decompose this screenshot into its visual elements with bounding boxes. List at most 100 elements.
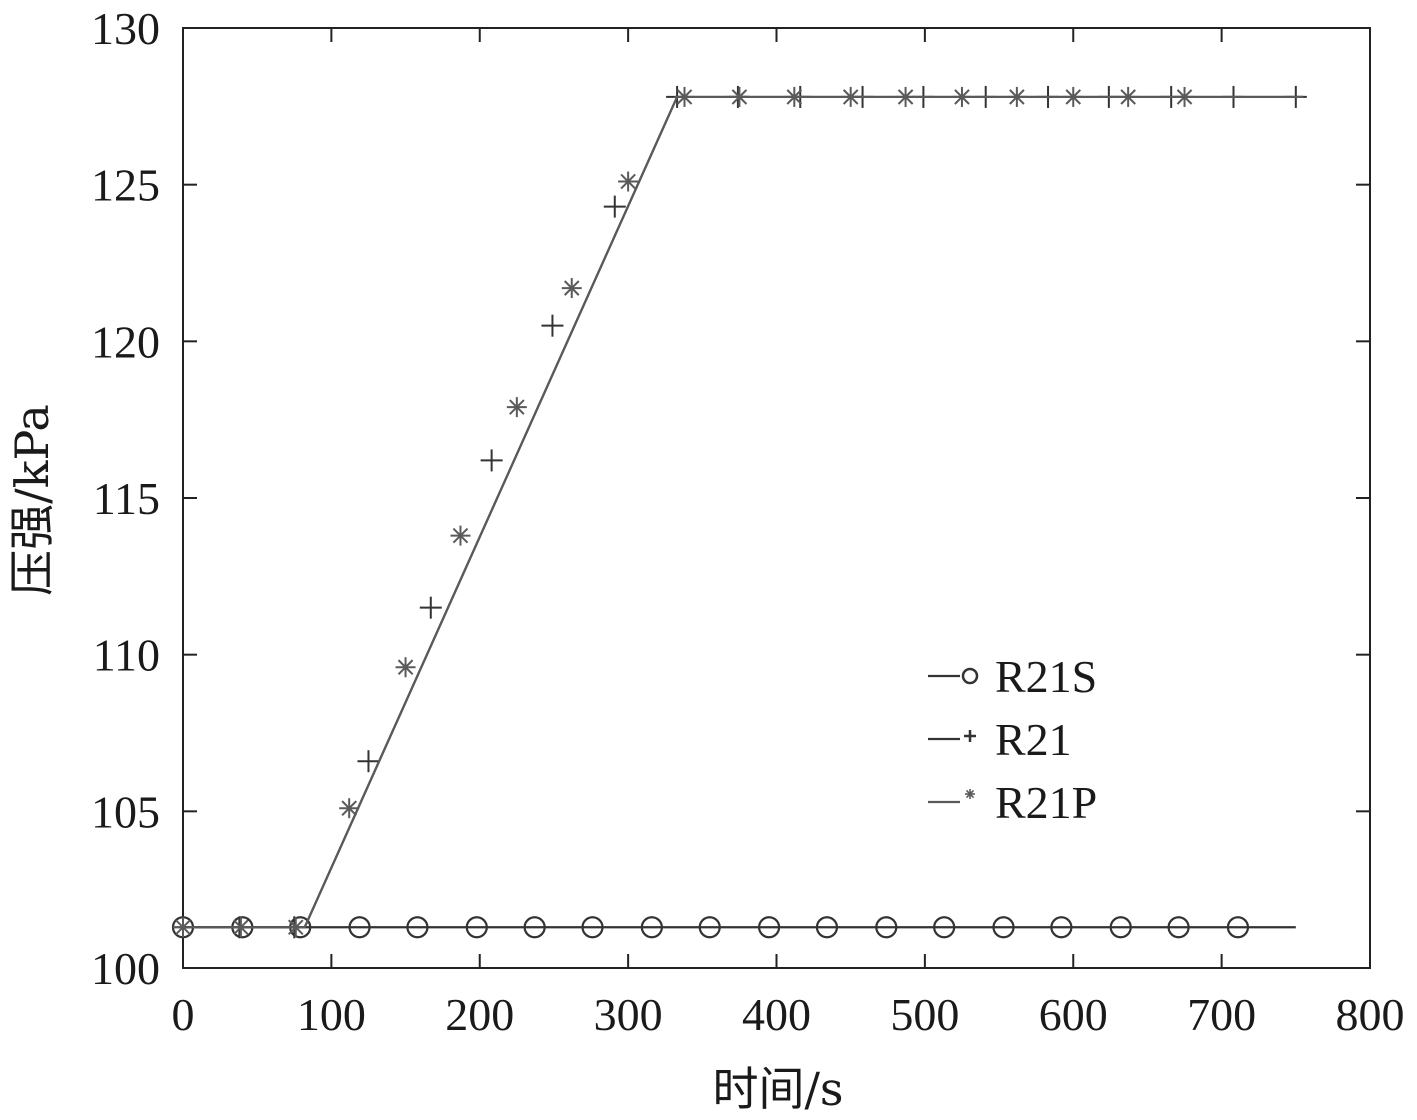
- data-point-r21s: [1226, 916, 1250, 939]
- legend-item-r21s: R21S: [928, 651, 1097, 702]
- data-point-r21p: [506, 397, 527, 418]
- circle-marker-shape: [933, 916, 956, 939]
- asterisk-marker-d2: [509, 399, 525, 415]
- legend: R21S R21 R21P: [928, 651, 1097, 828]
- asterisk-marker-d2: [1065, 89, 1082, 105]
- asterisk-marker-d2: [397, 659, 414, 675]
- data-series: [171, 85, 1307, 939]
- x-tick-label: 100: [297, 989, 366, 1040]
- data-point-r21p: [840, 86, 861, 107]
- data-point-r21p: [1063, 86, 1084, 107]
- series-r21: [172, 85, 1307, 939]
- data-point-r21p: [285, 917, 306, 938]
- y-tick-label: 110: [93, 630, 160, 681]
- axis-tick-labels: 0 100 200 300 400 500 600 700 800100105110115120…: [91, 3, 1405, 1040]
- data-point-r21s: [757, 916, 781, 939]
- data-point-r21s: [875, 916, 898, 939]
- data-point-r21p: [561, 278, 582, 299]
- data-point-r21p: [729, 86, 750, 107]
- asterisk-marker-d2: [1176, 89, 1193, 105]
- x-tick-label: 0: [172, 989, 195, 1040]
- data-point-r21: [603, 195, 626, 218]
- circle-marker-shape: [1226, 916, 1250, 939]
- data-point-r21: [480, 449, 503, 472]
- asterisk-marker-d2: [842, 89, 859, 105]
- data-point-r21p: [395, 657, 416, 678]
- x-tick-label: 200: [445, 989, 514, 1040]
- circle-marker-shape: [875, 916, 898, 939]
- asterisk-marker-d2: [786, 89, 803, 105]
- x-tick-label: 800: [1336, 989, 1405, 1040]
- asterisk-marker-d2: [954, 89, 970, 105]
- x-tick-label: 600: [1039, 989, 1108, 1040]
- legend-label-r21: R21: [995, 714, 1072, 765]
- asterisk-marker-d2: [676, 89, 693, 105]
- y-axis-title: 压强/kPa: [5, 404, 59, 596]
- series-line-r21p: [183, 95, 1304, 929]
- x-tick-label: 400: [742, 989, 811, 1040]
- asterisk-marker-d2: [233, 919, 249, 936]
- asterisk-marker-d2: [175, 919, 191, 936]
- y-tick-label: 105: [91, 786, 160, 837]
- asterisk-marker-d2: [620, 173, 636, 190]
- series-r21s: [171, 916, 1296, 939]
- legend-item-r21: R21: [928, 714, 1072, 765]
- circle-marker-shape: [406, 916, 429, 939]
- data-point-r21s: [992, 916, 1015, 939]
- data-point-r21: [419, 596, 442, 619]
- circle-marker-shape: [698, 916, 721, 939]
- data-point-r21s: [1050, 916, 1073, 939]
- legend-asterisk-icon-d2: [965, 789, 975, 799]
- circle-marker-shape: [523, 916, 546, 939]
- data-point-r21s: [581, 916, 604, 939]
- data-point-r21s: [933, 916, 956, 939]
- circle-marker-shape: [757, 916, 781, 939]
- data-point-r21p: [618, 171, 639, 192]
- asterisk-marker-d2: [1120, 89, 1136, 105]
- data-point-r21s: [523, 916, 546, 939]
- circle-marker-shape: [465, 916, 488, 939]
- data-point-r21p: [339, 798, 360, 819]
- x-axis-title: 时间/s: [712, 1062, 843, 1116]
- plot-frame: [182, 27, 1371, 969]
- circle-marker-shape: [815, 916, 839, 939]
- legend-label-r21s: R21S: [995, 651, 1097, 702]
- y-tick-label: 115: [93, 473, 160, 524]
- asterisk-marker-d2: [563, 280, 580, 296]
- y-tick-label: 130: [91, 3, 160, 54]
- data-point-r21s: [698, 916, 721, 939]
- legend-label-r21p: R21P: [995, 777, 1097, 828]
- data-point-r21p: [1006, 86, 1027, 107]
- asterisk-marker-d2: [731, 89, 748, 105]
- data-point-r21: [541, 314, 564, 337]
- circle-marker-shape: [992, 916, 1015, 939]
- circle-marker-shape: [1109, 916, 1132, 939]
- x-tick-label: 500: [890, 989, 959, 1040]
- data-point-r21s: [1167, 916, 1190, 939]
- legend-circle-icon: [961, 667, 979, 685]
- data-point-r21p: [173, 917, 193, 938]
- data-point-r21p: [1174, 86, 1195, 107]
- y-tick-label: 120: [91, 316, 160, 367]
- circle-marker-shape: [1050, 916, 1073, 939]
- data-point-r21p: [674, 86, 695, 107]
- asterisk-marker-d2: [452, 527, 469, 544]
- data-point-r21s: [640, 916, 663, 939]
- data-point-r21p: [1118, 86, 1139, 107]
- axis-ticks: [182, 27, 1371, 969]
- circle-marker-shape: [640, 916, 663, 939]
- data-point-r21: [357, 750, 380, 773]
- data-point-r21s: [1109, 916, 1132, 939]
- x-tick-label: 300: [594, 989, 663, 1040]
- data-point-r21s: [348, 916, 371, 939]
- data-point-r21s: [815, 916, 839, 939]
- asterisk-marker-d2: [287, 919, 304, 936]
- circle-marker-shape: [581, 916, 604, 939]
- data-point-r21s: [465, 916, 488, 939]
- data-point-r21p: [784, 86, 805, 107]
- series-line-r21: [183, 95, 1304, 929]
- data-point-r21s: [406, 916, 429, 939]
- y-tick-label: 100: [91, 943, 160, 994]
- legend-item-r21p: R21P: [928, 777, 1097, 828]
